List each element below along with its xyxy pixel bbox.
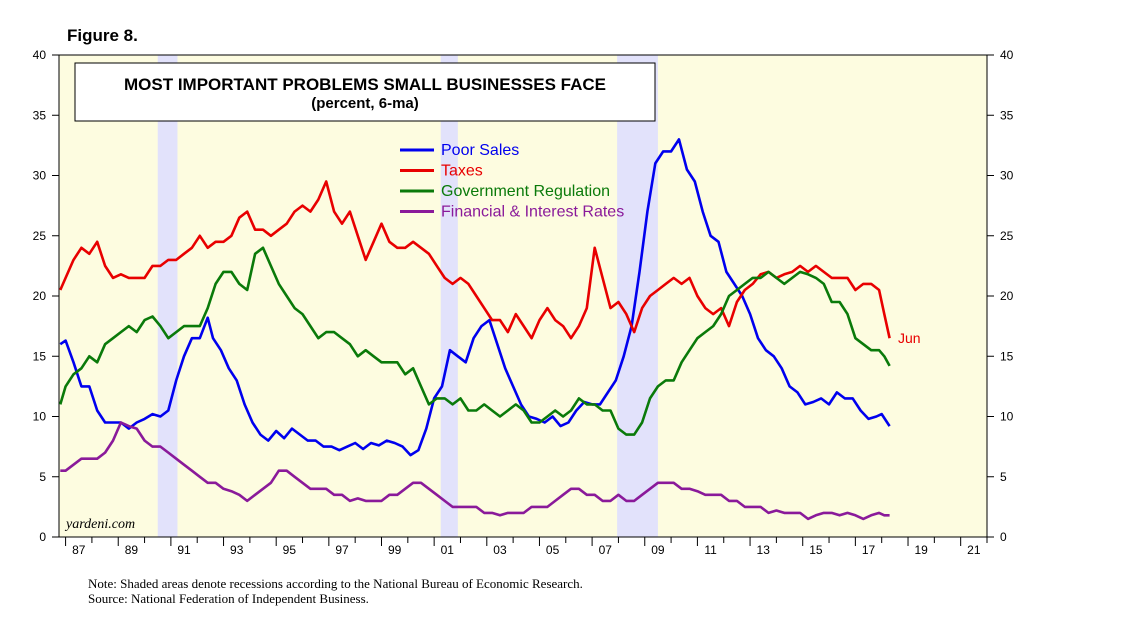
x-tick-label: 11 bbox=[704, 543, 717, 557]
chart-subtitle: (percent, 6-ma) bbox=[311, 95, 419, 112]
y-tick-label-right: 25 bbox=[1000, 229, 1014, 243]
recession-band-0 bbox=[157, 55, 178, 537]
series-line-financial-interest-rates bbox=[60, 421, 890, 521]
figure-label: Figure 8. bbox=[67, 26, 138, 45]
x-tick-label: 89 bbox=[125, 543, 139, 557]
x-tick-label: 91 bbox=[177, 543, 191, 557]
legend: Poor Sales Taxes Government Regulation Fina… bbox=[400, 142, 624, 221]
y-tick-label-left: 10 bbox=[33, 410, 47, 424]
x-tick-label: 97 bbox=[335, 543, 349, 557]
y-tick-label-left: 30 bbox=[33, 169, 47, 183]
legend-label: Poor Sales bbox=[441, 142, 519, 159]
y-tick-label-left: 15 bbox=[33, 349, 47, 363]
x-tick-label: 01 bbox=[441, 543, 455, 557]
source-text: Source: National Federation of Independe… bbox=[88, 591, 369, 606]
chart-title: MOST IMPORTANT PROBLEMS SMALL BUSINESSES… bbox=[124, 75, 606, 94]
y-tick-label-right: 40 bbox=[1000, 48, 1014, 62]
y-tick-label-left: 20 bbox=[33, 289, 47, 303]
series-line-poor-sales bbox=[59, 138, 891, 457]
x-tick-label: 99 bbox=[388, 543, 402, 557]
recession-bands bbox=[157, 55, 658, 537]
series-line-taxes bbox=[59, 180, 891, 340]
x-tick-label: 09 bbox=[651, 543, 665, 557]
y-tick-label-right: 30 bbox=[1000, 169, 1014, 183]
y-tick-label-left: 35 bbox=[33, 108, 47, 122]
y-tick-label-right: 15 bbox=[1000, 349, 1014, 363]
y-tick-label-left: 0 bbox=[39, 530, 46, 544]
legend-label: Taxes bbox=[441, 163, 483, 180]
x-tick-label: 95 bbox=[283, 543, 297, 557]
watermark: yardeni.com bbox=[64, 517, 135, 532]
legend-label: Government Regulation bbox=[441, 183, 610, 200]
y-tick-label-right: 5 bbox=[1000, 470, 1007, 484]
y-tick-label-right: 0 bbox=[1000, 530, 1007, 544]
y-tick-label-right: 20 bbox=[1000, 289, 1014, 303]
title-box: MOST IMPORTANT PROBLEMS SMALL BUSINESSES… bbox=[74, 62, 656, 122]
series-lines bbox=[59, 138, 891, 521]
legend-label: Financial & Interest Rates bbox=[441, 204, 624, 221]
x-tick-label: 17 bbox=[862, 543, 876, 557]
recession-band-1 bbox=[440, 55, 458, 537]
note-text: Note: Shaded areas denote recessions acc… bbox=[88, 576, 583, 591]
series-line-government-regulation bbox=[59, 246, 891, 436]
x-tick-label: 15 bbox=[809, 543, 823, 557]
y-tick-label-left: 40 bbox=[33, 48, 47, 62]
x-tick-label: 05 bbox=[546, 543, 560, 557]
y-tick-label-left: 25 bbox=[33, 229, 47, 243]
y-tick-label-right: 10 bbox=[1000, 410, 1014, 424]
plot-background bbox=[58, 54, 988, 538]
x-tick-label: 21 bbox=[967, 543, 981, 557]
x-tick-label: 87 bbox=[72, 543, 86, 557]
x-tick-label: 07 bbox=[599, 543, 613, 557]
x-tick-label: 19 bbox=[915, 543, 929, 557]
y-tick-label-left: 5 bbox=[39, 470, 46, 484]
x-tick-label: 03 bbox=[493, 543, 507, 557]
y-tick-label-right: 35 bbox=[1000, 108, 1014, 122]
end-label-jun: Jun bbox=[898, 330, 921, 346]
x-tick-label: 13 bbox=[757, 543, 771, 557]
x-tick-label: 93 bbox=[230, 543, 244, 557]
